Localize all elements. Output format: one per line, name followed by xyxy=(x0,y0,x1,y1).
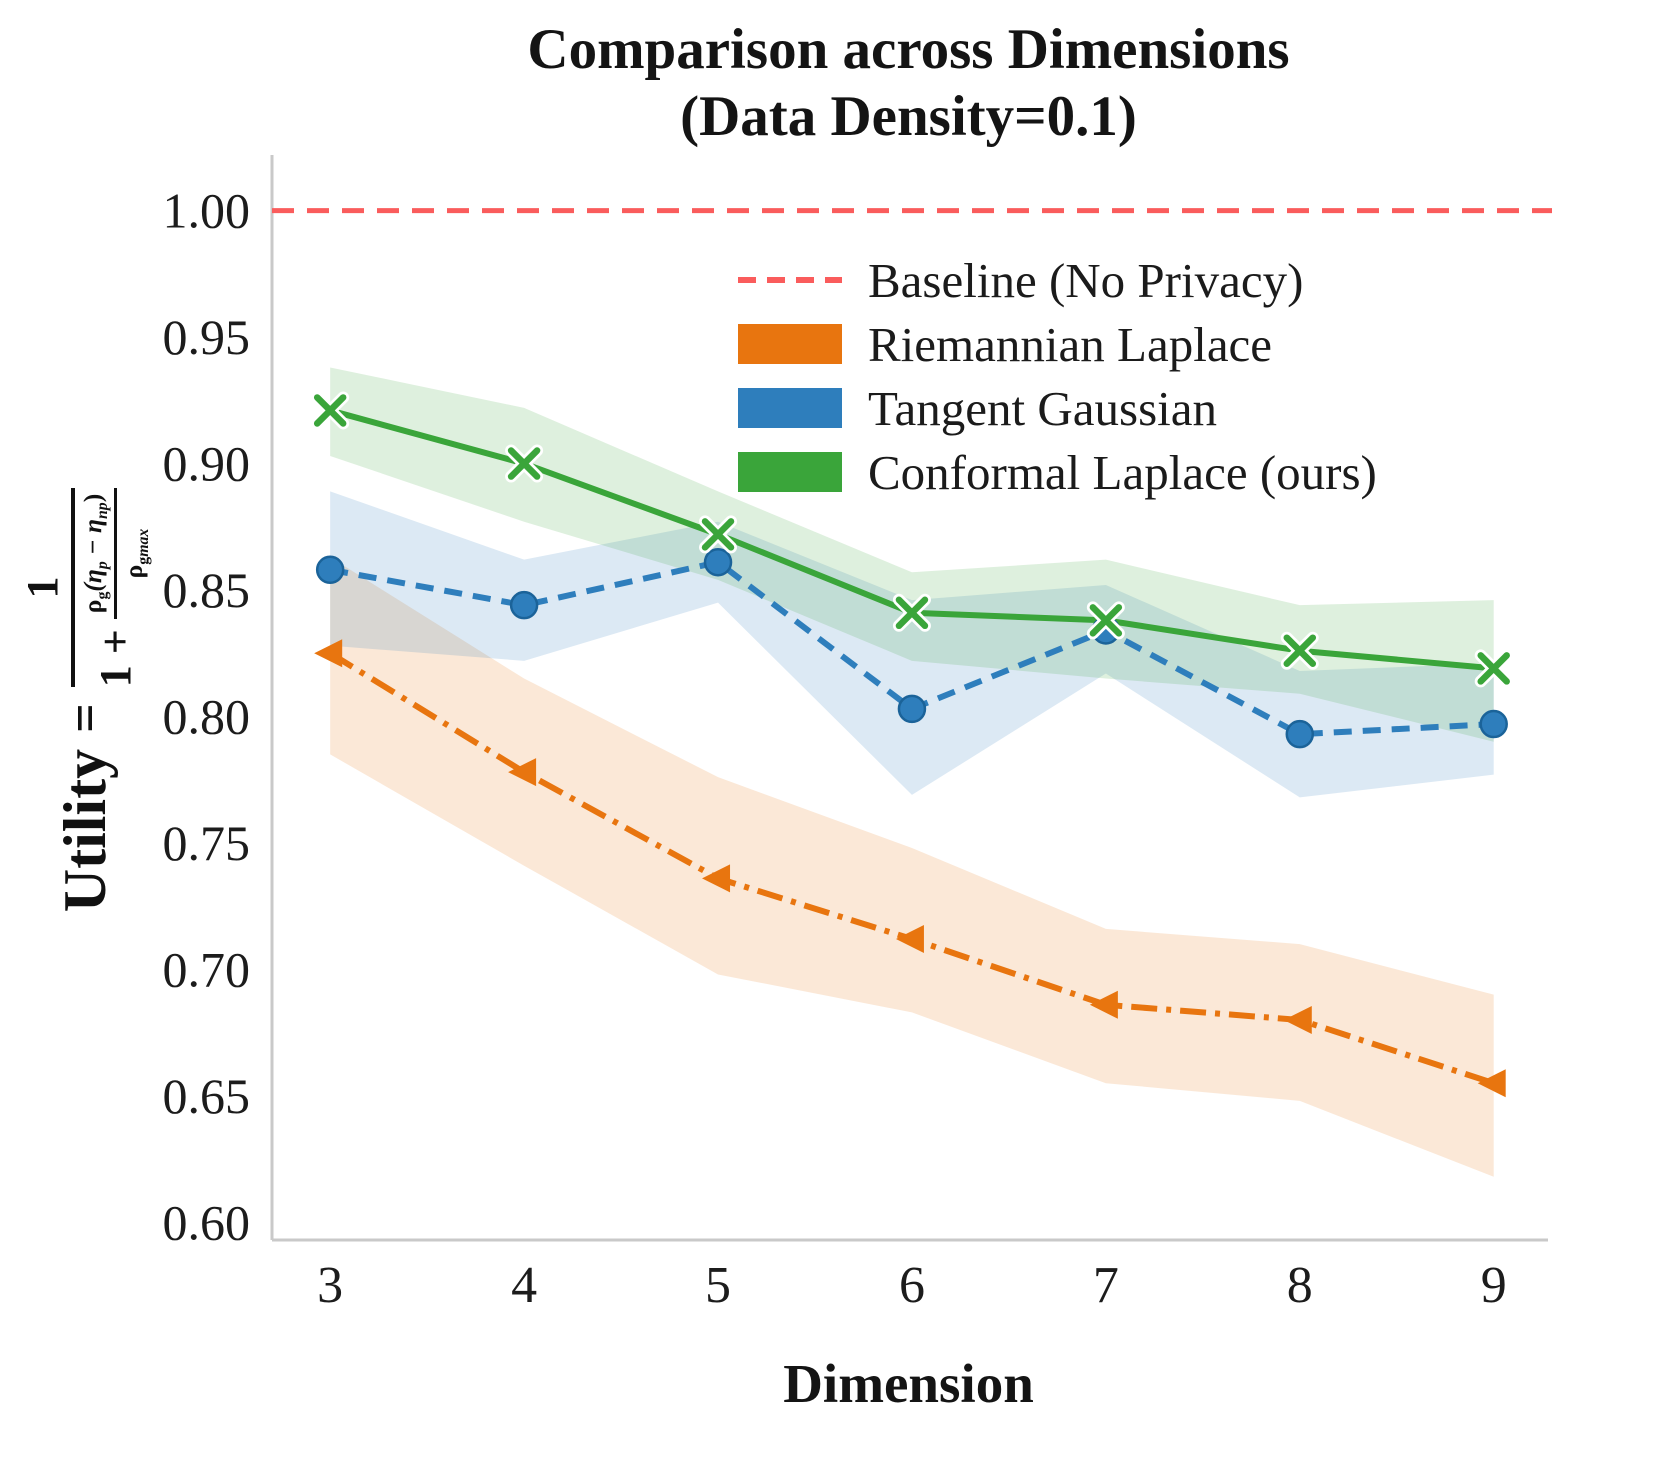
legend-color-patch xyxy=(738,452,842,492)
legend-color-patch xyxy=(738,388,842,428)
legend-label: Baseline (No Privacy) xyxy=(868,252,1304,308)
y-axis-label-word: Utility xyxy=(51,748,118,913)
y-tick-label: 0.60 xyxy=(163,1194,251,1250)
x-marker xyxy=(313,394,347,427)
x-tick-label: 5 xyxy=(705,1257,731,1314)
x-marker xyxy=(1089,604,1123,637)
band-riemannian-laplace xyxy=(330,557,1494,1177)
x-tick-label: 9 xyxy=(1481,1257,1507,1314)
chart-title-line1: Comparison across Dimensions xyxy=(527,18,1290,81)
legend-dashed-line-sample xyxy=(738,277,842,283)
legend-label: Riemannian Laplace xyxy=(868,316,1273,372)
x-tick-label: 3 xyxy=(317,1257,343,1314)
triangle-left-marker xyxy=(1477,1069,1506,1098)
formula-numerator: 1 xyxy=(16,487,75,688)
x-marker xyxy=(701,518,735,551)
y-tick-label: 0.95 xyxy=(163,309,251,365)
x-marker xyxy=(1283,634,1317,667)
x-axis-label: Dimension xyxy=(783,1353,1034,1414)
utility-formula-fraction: 1 1 + ρg(ηp − ηnp) ρgmax xyxy=(16,487,153,688)
formula-inner-numerator: ρg(ηp − ηnp) xyxy=(77,487,117,620)
formula-denominator: 1 + ρg(ηp − ηnp) ρgmax xyxy=(75,487,153,688)
legend-item: Riemannian Laplace xyxy=(738,316,1377,372)
y-tick-label: 0.70 xyxy=(163,941,251,997)
triangle-left-marker xyxy=(1089,990,1118,1019)
legend-item: Conformal Laplace (ours) xyxy=(738,444,1377,500)
circle-marker xyxy=(897,694,927,724)
band-tangent-gaussian xyxy=(330,491,1494,798)
triangle-left-marker xyxy=(702,864,731,893)
circle-marker xyxy=(703,547,733,577)
formula-inner-fraction: ρg(ηp − ηnp) ρgmax xyxy=(77,487,153,620)
circle-marker xyxy=(1285,719,1315,749)
x-tick-label: 6 xyxy=(899,1257,925,1314)
triangle-left-marker xyxy=(508,758,537,787)
triangle-left-marker xyxy=(314,639,343,668)
circle-marker xyxy=(315,555,345,585)
triangle-left-marker xyxy=(895,925,924,954)
axes-spines xyxy=(270,155,1548,1242)
legend-item: Baseline (No Privacy) xyxy=(738,252,1377,308)
y-tick-label: 0.85 xyxy=(163,562,251,618)
legend-item: Tangent Gaussian xyxy=(738,380,1377,436)
series-markers xyxy=(311,391,1513,1098)
circle-marker xyxy=(1479,709,1508,739)
y-tick-label: 0.65 xyxy=(163,1068,251,1124)
chart-title: Comparison across Dimensions (Data Densi… xyxy=(272,16,1545,151)
x-marker xyxy=(507,447,541,480)
formula-denominator-prefix: 1 + xyxy=(91,629,140,688)
triangle-left-marker xyxy=(1283,1005,1312,1034)
y-tick-label: 0.75 xyxy=(163,815,251,871)
y-tick-label: 1.00 xyxy=(163,183,251,239)
tick-labels: 0.60 0.65 0.70 0.75 0.80 0.85 0.90 0.95 1.00 3 4 5 6… xyxy=(163,183,1507,1314)
x-marker xyxy=(1477,652,1510,685)
circle-marker xyxy=(509,590,539,620)
legend: Baseline (No Privacy) Riemannian Laplace T… xyxy=(738,252,1377,500)
y-tick-label: 0.90 xyxy=(163,436,251,492)
legend-label: Tangent Gaussian xyxy=(868,380,1218,436)
x-tick-label: 8 xyxy=(1287,1257,1313,1314)
x-tick-label: 7 xyxy=(1093,1257,1119,1314)
legend-label: Conformal Laplace (ours) xyxy=(868,444,1377,500)
equals-sign: = xyxy=(56,703,114,733)
formula-inner-denominator: ρgmax xyxy=(119,528,153,579)
band-conformal-laplace-ours- xyxy=(330,367,1494,742)
x-tick-label: 4 xyxy=(511,1257,537,1314)
y-axis-label: Utility = 1 1 + ρg(ηp − ηnp) ρgmax xyxy=(10,380,160,1020)
y-tick-label: 0.80 xyxy=(163,688,251,744)
confidence-bands xyxy=(330,367,1494,1177)
x-marker xyxy=(895,596,929,630)
chart-title-line2: (Data Density=0.1) xyxy=(680,85,1137,149)
legend-color-patch xyxy=(738,324,842,364)
